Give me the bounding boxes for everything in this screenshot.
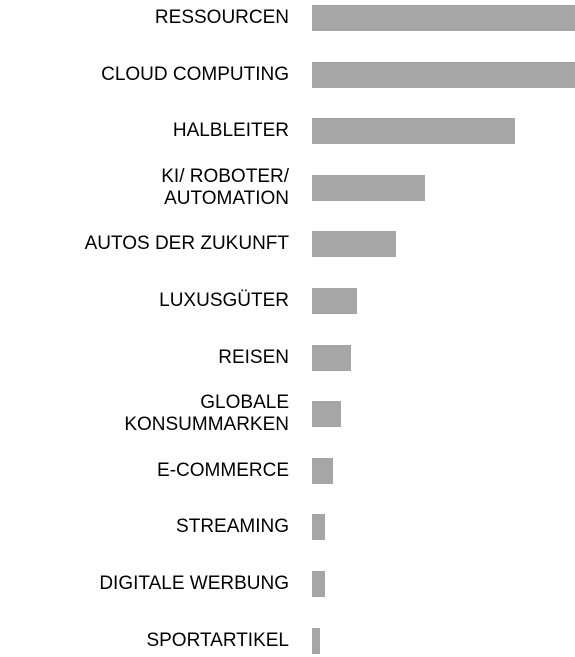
bar (312, 514, 326, 541)
category-label: KI/ ROBOTER/ AUTOMATION (161, 165, 289, 209)
bar (312, 118, 515, 145)
category-label: CLOUD COMPUTING (101, 63, 289, 85)
bar (312, 627, 320, 654)
bar (312, 457, 334, 484)
bar (312, 571, 326, 597)
category-label: GLOBALE KONSUMMARKEN (124, 392, 289, 436)
category-label: RESSOURCEN (154, 7, 289, 28)
category-label: STREAMING (176, 516, 289, 538)
category-label: SPORTARTIKEL (146, 629, 289, 651)
category-label: E-COMMERCE (157, 459, 289, 481)
category-label: LUXUSGÜTER (159, 290, 289, 311)
bar (312, 231, 397, 258)
bar (312, 401, 341, 428)
category-label: AUTOS DER ZUKUNFT (84, 233, 289, 255)
category-label: HALBLEITER (172, 120, 289, 142)
bar (312, 61, 575, 88)
bar (312, 344, 352, 371)
category-label: REISEN (218, 346, 289, 368)
category-label: DIGITALE WERBUNG (99, 573, 289, 594)
bar (312, 174, 426, 201)
bar (312, 288, 357, 314)
bar (312, 5, 575, 31)
